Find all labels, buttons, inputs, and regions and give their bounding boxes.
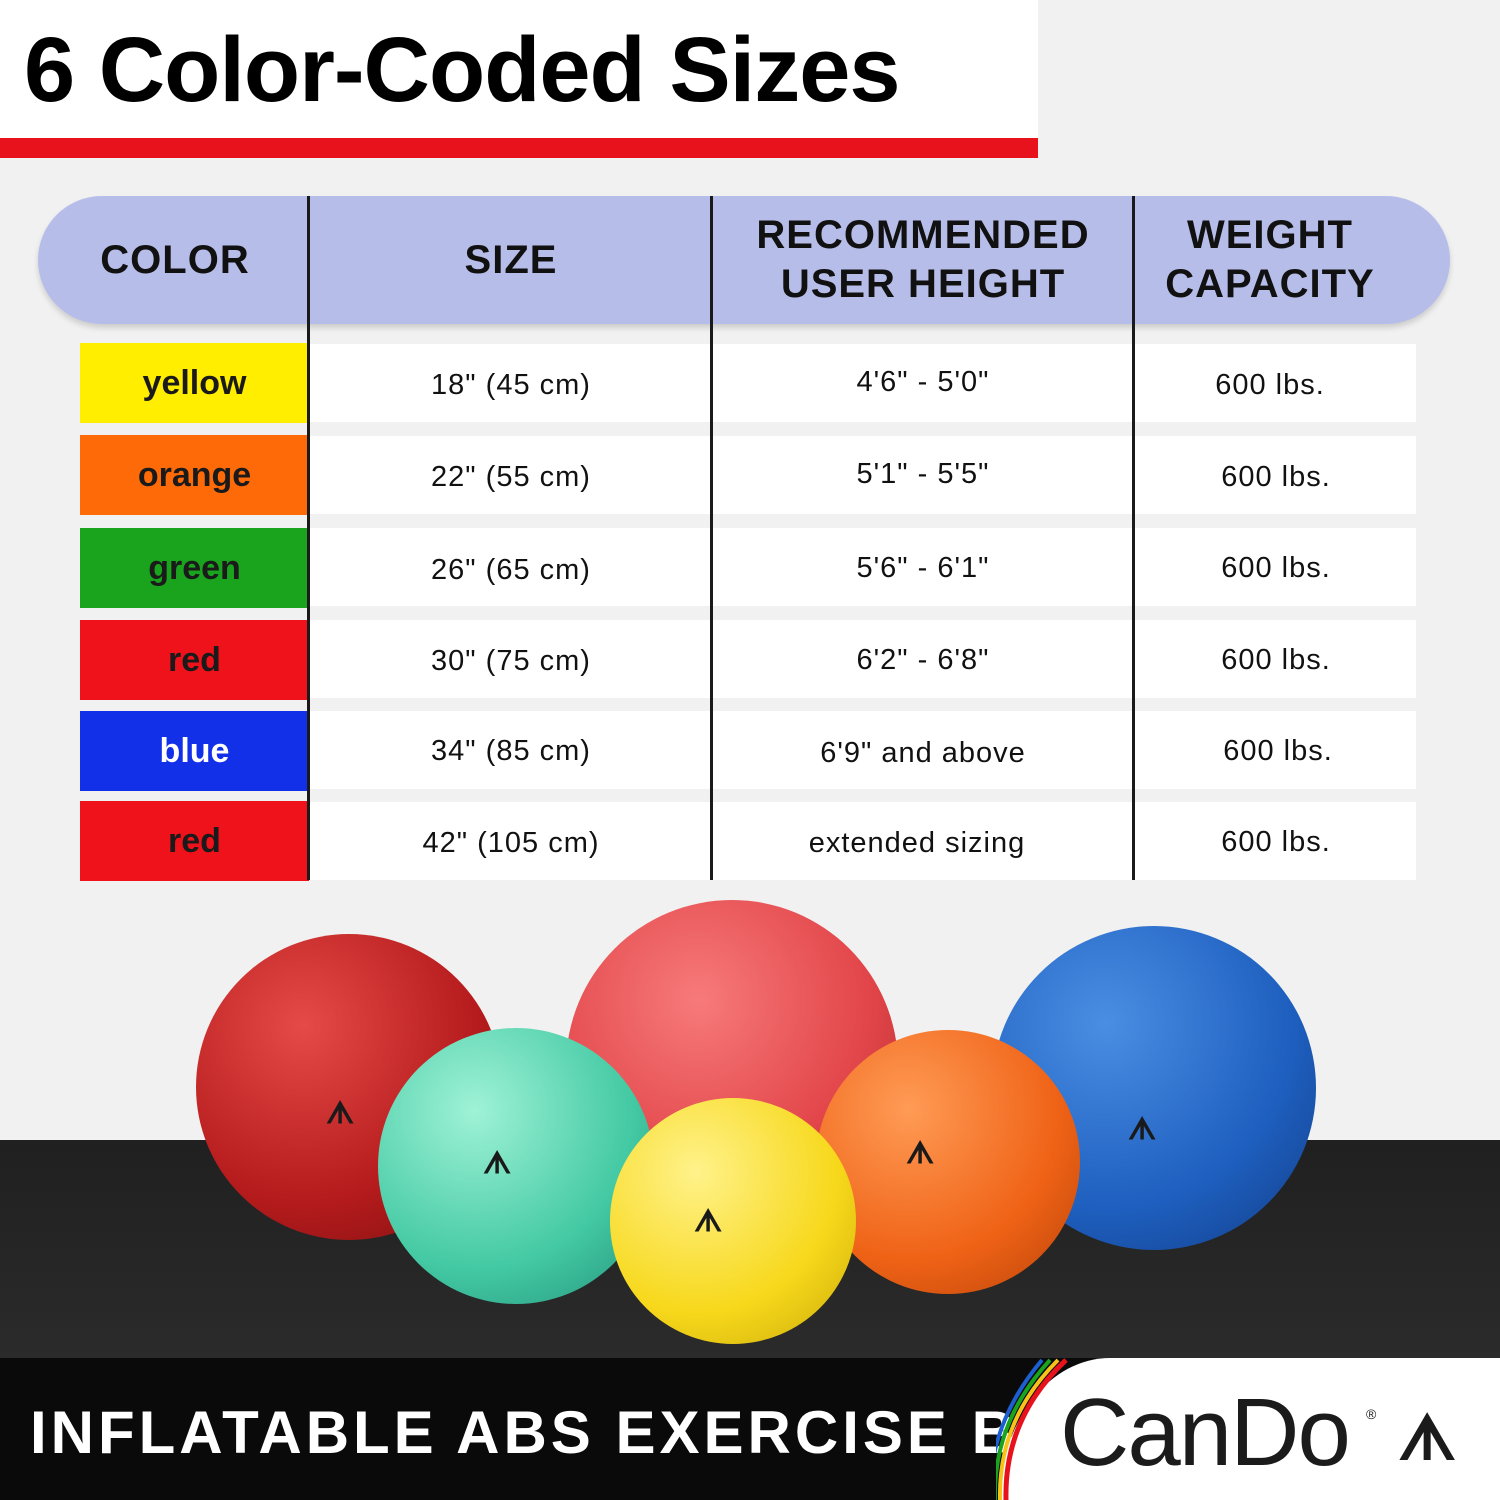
rainbow-swoosh-icon — [996, 1358, 1068, 1500]
capacity-cell: 600 lbs. — [1221, 643, 1331, 676]
column-divider — [710, 196, 713, 880]
size-cell: 42" (105 cm) — [422, 826, 600, 859]
capacity-cell: 600 lbs. — [1215, 368, 1325, 401]
height-cell: 5'6" - 6'1" — [856, 551, 990, 584]
color-swatch-yellow: yellow — [80, 343, 309, 423]
size-cell: 26" (65 cm) — [431, 553, 591, 586]
size-cell: 34" (85 cm) — [431, 734, 591, 767]
column-divider — [1132, 196, 1135, 880]
cando-figure-icon: ᗑ — [906, 1136, 935, 1171]
table-row — [310, 436, 1416, 514]
table-header — [38, 196, 1450, 324]
color-swatch-blue: blue — [80, 711, 309, 791]
height-cell: 6'2" - 6'8" — [856, 643, 990, 676]
page-title: 6 Color-Coded Sizes — [24, 19, 901, 121]
color-swatch-red: red — [80, 801, 309, 881]
color-swatch-green: green — [80, 528, 309, 608]
yellow-ball — [610, 1098, 856, 1344]
orange-ball — [816, 1030, 1080, 1294]
header-user-height: RECOMMENDED USER HEIGHT — [756, 213, 1090, 306]
table-row — [310, 802, 1416, 880]
capacity-cell: 600 lbs. — [1221, 460, 1331, 493]
header-size: SIZE — [464, 237, 558, 282]
header-color: COLOR — [100, 237, 250, 282]
brand-logo: CanDo — [1060, 1379, 1351, 1486]
cando-figure-icon: ᗑ — [1398, 1404, 1457, 1473]
column-divider — [307, 196, 310, 880]
title-band — [0, 0, 1038, 140]
capacity-cell: 600 lbs. — [1221, 551, 1331, 584]
title-underline — [0, 138, 1038, 158]
table-row — [310, 711, 1416, 789]
table-row — [310, 344, 1416, 422]
footer-tagline: INFLATABLE ABS EXERCISE BALLS — [30, 1399, 1192, 1466]
registered-mark: ® — [1366, 1406, 1377, 1422]
size-cell: 22" (55 cm) — [431, 460, 591, 493]
green-ball — [378, 1028, 654, 1304]
cando-figure-icon: ᗑ — [326, 1096, 355, 1131]
height-cell: 5'1" - 5'5" — [856, 457, 990, 490]
capacity-cell: 600 lbs. — [1221, 825, 1331, 858]
cando-figure-icon: ᗑ — [483, 1146, 512, 1181]
color-swatch-red: red — [80, 620, 309, 700]
capacity-cell: 600 lbs. — [1223, 734, 1333, 767]
height-cell: 6'9" and above — [820, 736, 1026, 769]
header-weight-capacity: WEIGHT CAPACITY — [1165, 213, 1375, 306]
cando-figure-icon: ᗑ — [694, 1204, 723, 1239]
table-row — [310, 528, 1416, 606]
size-cell: 18" (45 cm) — [431, 368, 591, 401]
height-cell: 4'6" - 5'0" — [856, 365, 990, 398]
size-cell: 30" (75 cm) — [431, 644, 591, 677]
brand-panel — [996, 1358, 1500, 1500]
cando-figure-icon: ᗑ — [1128, 1112, 1157, 1147]
table-row — [310, 620, 1416, 698]
color-swatch-orange: orange — [80, 435, 309, 515]
height-cell: extended sizing — [808, 826, 1026, 859]
